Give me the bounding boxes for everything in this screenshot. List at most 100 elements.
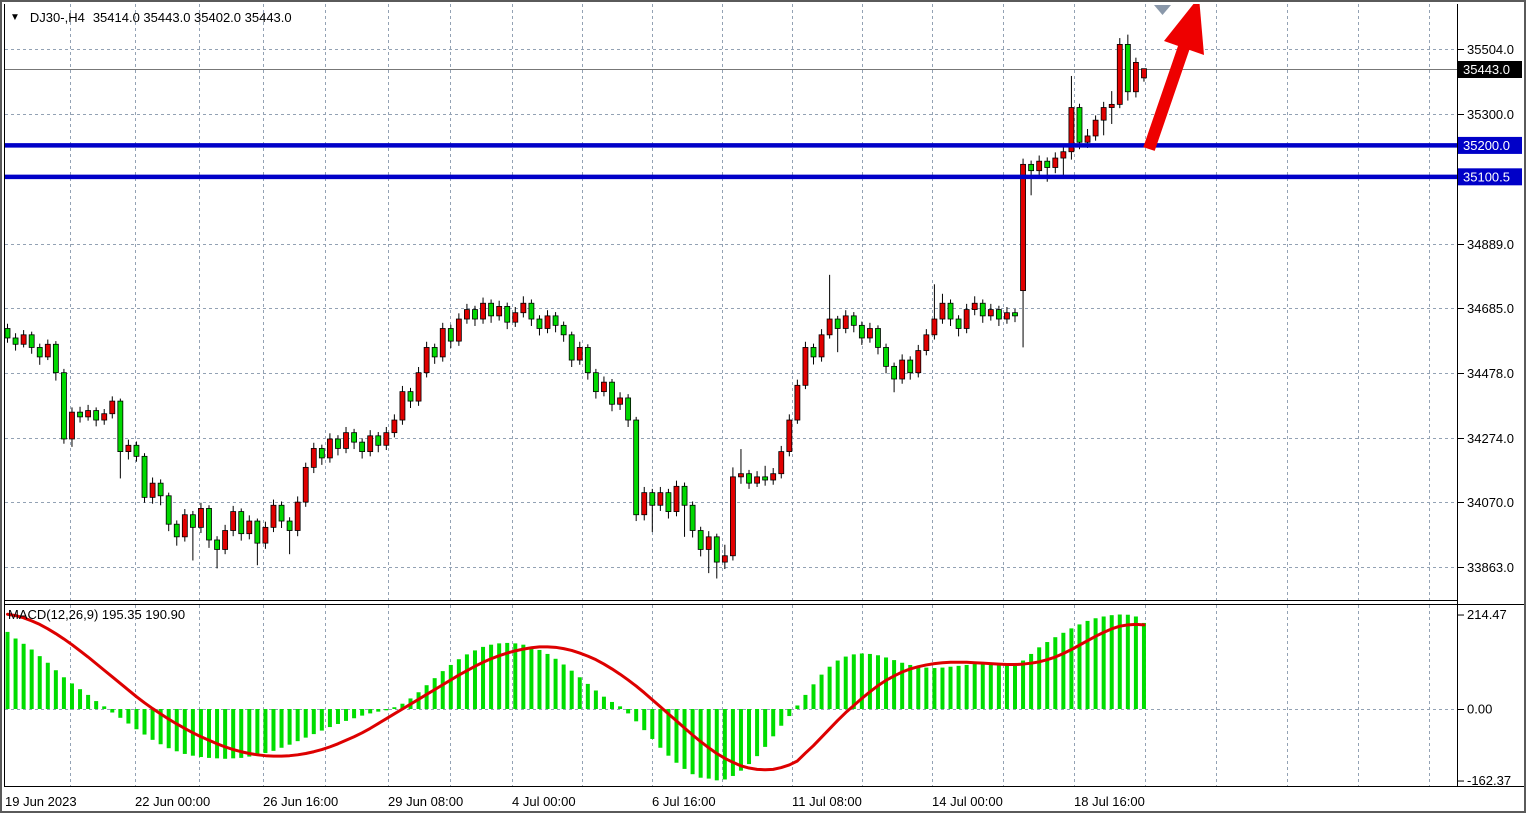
candle-bullish bbox=[641, 492, 648, 516]
candle-bearish bbox=[697, 530, 704, 550]
candle-bullish bbox=[149, 482, 156, 498]
candle-bullish bbox=[673, 485, 680, 512]
macd-histogram-bar bbox=[287, 709, 292, 745]
candle-bullish bbox=[367, 435, 374, 453]
trend-arrow-head[interactable] bbox=[1164, 2, 1204, 55]
candle-bearish bbox=[907, 359, 914, 374]
candle-bullish bbox=[1100, 107, 1107, 121]
macd-histogram-bar bbox=[271, 709, 276, 751]
macd-histogram-bar bbox=[513, 643, 518, 709]
candle-bullish bbox=[520, 302, 527, 314]
macd-histogram-bar bbox=[198, 709, 203, 758]
candle-bullish bbox=[705, 536, 712, 550]
macd-histogram-bar bbox=[771, 709, 776, 737]
candle-bearish bbox=[93, 410, 100, 421]
candle-bullish bbox=[786, 419, 793, 453]
candle-bullish bbox=[738, 473, 744, 478]
macd-histogram-bar bbox=[779, 709, 784, 726]
candle-bullish bbox=[1004, 312, 1010, 320]
price-axis[interactable]: 35504.0 35300.0 34889.0 34685.0 34478.0 34274… bbox=[1457, 42, 1522, 575]
macd-axis[interactable]: 214.47 0.00 -162.37 bbox=[1457, 607, 1511, 788]
candle-bullish bbox=[464, 309, 470, 320]
candle-bullish bbox=[310, 448, 317, 468]
candle-bearish bbox=[431, 347, 438, 358]
candle-bearish bbox=[955, 318, 962, 329]
macd-histogram-bar bbox=[626, 709, 631, 714]
macd-histogram-bar bbox=[134, 709, 139, 730]
macd-histogram-bar bbox=[747, 709, 752, 765]
candle-bearish bbox=[681, 485, 688, 506]
macd-histogram-bar bbox=[1101, 616, 1106, 709]
current-price-badge bbox=[1458, 61, 1522, 78]
time-label: 22 Jun 00:00 bbox=[135, 794, 210, 809]
macd-histogram-bar bbox=[1037, 647, 1042, 709]
candle-bullish bbox=[455, 318, 462, 342]
macd-histogram-bar bbox=[1029, 653, 1034, 709]
macd-histogram-bar bbox=[795, 705, 800, 709]
macd-histogram-bar bbox=[561, 664, 566, 709]
macd-histogram-bar bbox=[916, 666, 921, 709]
candle-bearish bbox=[52, 343, 59, 374]
macd-histogram-bar bbox=[37, 656, 42, 709]
price-tick-label: 34070.0 bbox=[1467, 495, 1514, 510]
candle-bullish bbox=[246, 520, 253, 535]
symbol-dropdown-icon[interactable]: ▼ bbox=[10, 12, 20, 23]
candle-bearish bbox=[883, 347, 889, 367]
chart-header: ▼ DJ30-,H4 35414.0 35443.0 35402.0 35443.0 bbox=[10, 10, 292, 25]
macd-histogram-bar bbox=[827, 666, 832, 709]
candle-bullish bbox=[343, 432, 349, 449]
candle-bullish bbox=[794, 384, 801, 421]
chart-shift-marker-icon[interactable] bbox=[1154, 5, 1171, 15]
macd-histogram-bar bbox=[924, 667, 929, 709]
macd-histogram-bar bbox=[787, 709, 792, 717]
candle-bullish bbox=[439, 328, 446, 358]
candle-bearish bbox=[979, 302, 986, 317]
time-label: 19 Jun 2023 bbox=[5, 794, 77, 809]
macd-histogram-bar bbox=[545, 653, 550, 709]
macd-histogram-bar bbox=[601, 696, 606, 709]
candle-bearish bbox=[254, 520, 261, 544]
macd-histogram-bar bbox=[738, 709, 743, 771]
macd-signal-line bbox=[6, 612, 1146, 772]
macd-histogram-bar bbox=[223, 709, 228, 759]
candle-bullish bbox=[867, 328, 873, 339]
chart-ohlc-values: 35414.0 35443.0 35402.0 35443.0 bbox=[92, 10, 292, 25]
candle-bullish bbox=[399, 391, 406, 421]
candle-bullish bbox=[1141, 68, 1147, 79]
price-tick-label: 34274.0 bbox=[1467, 431, 1514, 446]
macd-histogram-bar bbox=[642, 709, 647, 731]
macd-histogram-bar bbox=[174, 709, 179, 752]
candle-bearish bbox=[286, 520, 293, 531]
candle-bearish bbox=[189, 514, 196, 528]
price-tick-label: 34685.0 bbox=[1467, 301, 1514, 316]
macd-histogram-bar bbox=[142, 709, 147, 735]
candle-bullish bbox=[915, 350, 922, 374]
candle-bullish bbox=[576, 347, 583, 361]
macd-histogram-bar bbox=[803, 694, 808, 709]
macd-histogram-bar bbox=[690, 709, 695, 775]
time-label: 11 Jul 08:00 bbox=[792, 794, 862, 809]
macd-histogram-bar bbox=[1077, 624, 1082, 709]
macd-histogram-bar bbox=[1109, 615, 1114, 709]
macd-histogram-bar bbox=[295, 709, 300, 742]
price-level-badge bbox=[1458, 168, 1522, 186]
candle-bearish bbox=[584, 347, 591, 374]
candle-bullish bbox=[1092, 119, 1099, 137]
candle-bearish bbox=[61, 372, 67, 440]
macd-histogram-bar bbox=[569, 670, 574, 709]
macd-histogram-bar bbox=[964, 664, 969, 709]
macd-histogram-bar bbox=[440, 671, 445, 709]
trend-arrow[interactable] bbox=[1143, 2, 1204, 151]
candle-bearish bbox=[560, 324, 567, 336]
candle-bullish bbox=[69, 411, 75, 440]
macd-histogram-bar bbox=[360, 709, 365, 716]
macd-histogram-bar bbox=[1061, 632, 1066, 709]
candle-bullish bbox=[778, 451, 785, 475]
pane-borders bbox=[4, 4, 1524, 787]
trend-arrow-shaft[interactable] bbox=[1143, 45, 1190, 151]
macd-histogram-bar bbox=[1117, 614, 1122, 709]
time-axis[interactable]: 19 Jun 2023 22 Jun 00:00 26 Jun 16:00 29 Ju… bbox=[5, 794, 1145, 809]
candle-bullish bbox=[1084, 135, 1091, 143]
indicator-label: MACD(12,26,9) 195.35 190.90 bbox=[8, 607, 186, 622]
